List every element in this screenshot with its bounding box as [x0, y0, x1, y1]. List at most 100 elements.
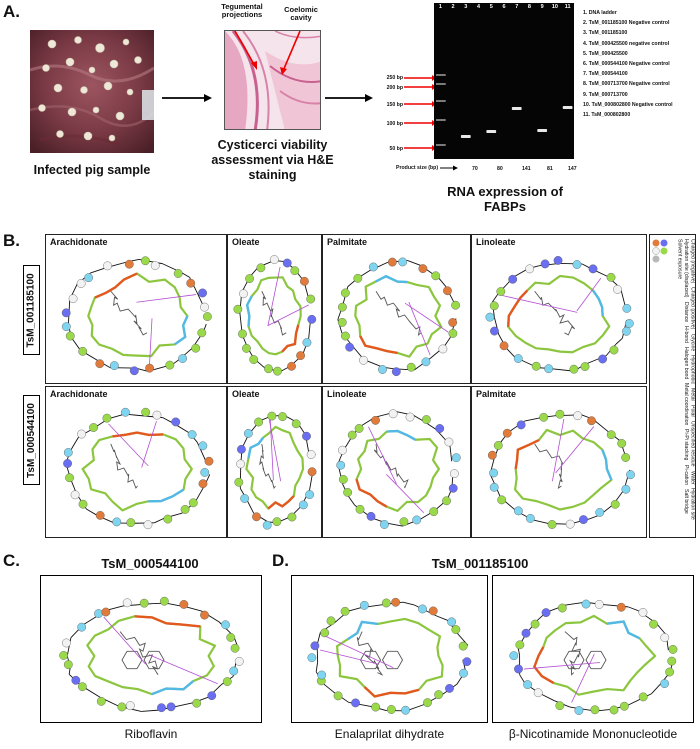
residue-node: [371, 415, 380, 425]
hbond-line: [523, 662, 601, 670]
residue-node: [290, 266, 300, 276]
product-size-label: Product size (bp): [396, 165, 439, 171]
backbone-link: [71, 436, 80, 450]
residue-node: [305, 490, 315, 500]
lane-number: 11: [564, 4, 571, 10]
ligand-ring: [563, 650, 585, 670]
ligand-skeleton: [534, 290, 576, 336]
ligand-ring: [121, 650, 143, 670]
backbone-link: [323, 683, 334, 692]
product-size-lane9: 81: [547, 166, 553, 172]
residue-node: [649, 619, 658, 629]
ligand-ring: [143, 650, 165, 670]
backbone-link: [154, 517, 165, 524]
residue-node: [129, 366, 139, 376]
legend-item: 4. TsM_000425500 negative control: [583, 40, 670, 47]
ladder-arrows: [404, 75, 436, 151]
residue-node: [588, 264, 598, 274]
residue-node: [565, 519, 575, 529]
residue-node: [302, 338, 312, 347]
residue-node: [412, 515, 422, 525]
residue-node: [287, 361, 296, 371]
residue-node: [371, 702, 381, 712]
solvent-exposure-segment: [148, 488, 185, 503]
gel-image: 1 2 3 4 5 6 7 8 9 10 11: [434, 3, 574, 159]
residue-node: [660, 679, 669, 688]
ligand-skeleton: [534, 443, 564, 489]
residue-node: [493, 441, 503, 450]
residue-node: [508, 274, 518, 284]
residue-node: [606, 430, 616, 440]
residue-node: [145, 363, 154, 373]
product-band: [486, 130, 497, 133]
pocket-outline: [355, 429, 441, 512]
residue-node: [76, 279, 86, 288]
ladder-200: 200 bp: [386, 85, 403, 91]
residue-node: [338, 475, 348, 484]
ladder-band: [436, 83, 446, 85]
solvent-exposure-segment: [386, 429, 417, 441]
key-text-column: Charged (negative) Charged (positive) Gl…: [677, 239, 696, 535]
residue-node: [613, 284, 622, 294]
residue-node: [547, 520, 557, 529]
panel-a-letter: A.: [3, 2, 20, 21]
residue-node: [399, 517, 409, 527]
residue-node: [302, 431, 311, 441]
tegumental-label: Tegumental projections: [221, 2, 263, 19]
residue-node: [353, 273, 363, 283]
product-size-lane5: 80: [497, 166, 503, 172]
residue-node: [541, 608, 551, 618]
hbond-line: [386, 474, 425, 514]
pocket-charged-segment: [507, 289, 529, 327]
panel-d-ligand1: Enalaprilat dihydrate: [334, 727, 445, 741]
residue-node: [272, 517, 282, 527]
residue-node: [296, 351, 305, 361]
residue-node: [581, 599, 591, 609]
key-item: Metal: [689, 388, 696, 401]
residue-node: [70, 490, 80, 500]
backbone-link: [505, 347, 516, 358]
residue-node: [490, 326, 499, 336]
residue-node: [428, 606, 438, 616]
residue-node: [638, 608, 648, 617]
residue-node: [278, 412, 287, 421]
residue-node: [222, 677, 232, 686]
lane-numbers: 1 2 3 4 5 6 7 8 9 10 11: [434, 4, 574, 12]
backbone-link: [347, 607, 361, 612]
key-item: Halogen bond: [683, 346, 689, 380]
lane-number: 1: [438, 4, 442, 10]
pocket-charged-segment: [112, 431, 164, 438]
ligplot-r2-linoleate: Linoleate: [322, 386, 471, 538]
solvent-exposure-segment: [591, 289, 604, 317]
residue-node: [120, 407, 130, 417]
residue-node: [237, 444, 246, 454]
key-item: Unspecified residue: [689, 421, 696, 467]
residue-node: [77, 682, 87, 692]
residue-node: [221, 620, 230, 630]
residue-node: [448, 318, 458, 327]
residue-node: [63, 660, 73, 670]
residue-node: [354, 424, 364, 433]
flow-arrow-icon: [162, 93, 212, 103]
hbond-line: [404, 302, 449, 333]
residue-node: [186, 278, 196, 288]
residue-node: [516, 420, 526, 430]
residue-node: [61, 638, 71, 648]
residue-node: [418, 264, 428, 274]
backbone-link: [651, 682, 662, 695]
residue-node: [96, 696, 106, 706]
residue-node: [531, 361, 541, 371]
product-size-lane7: 141: [522, 166, 531, 172]
ligplot-r1-linoleate: Linoleate: [471, 234, 647, 384]
residue-node: [438, 344, 448, 354]
solvent-exposure-segment: [245, 295, 253, 327]
residue-node: [95, 359, 105, 369]
key-item: Polar: [689, 404, 696, 418]
residue-node: [626, 470, 635, 480]
legend-item: 2. TsM_001185100 Negative control: [583, 20, 670, 27]
residue-node: [525, 264, 535, 274]
residue-node: [245, 274, 254, 284]
residue-node: [59, 651, 69, 660]
residue-node: [117, 702, 127, 712]
residue-node: [320, 628, 330, 638]
